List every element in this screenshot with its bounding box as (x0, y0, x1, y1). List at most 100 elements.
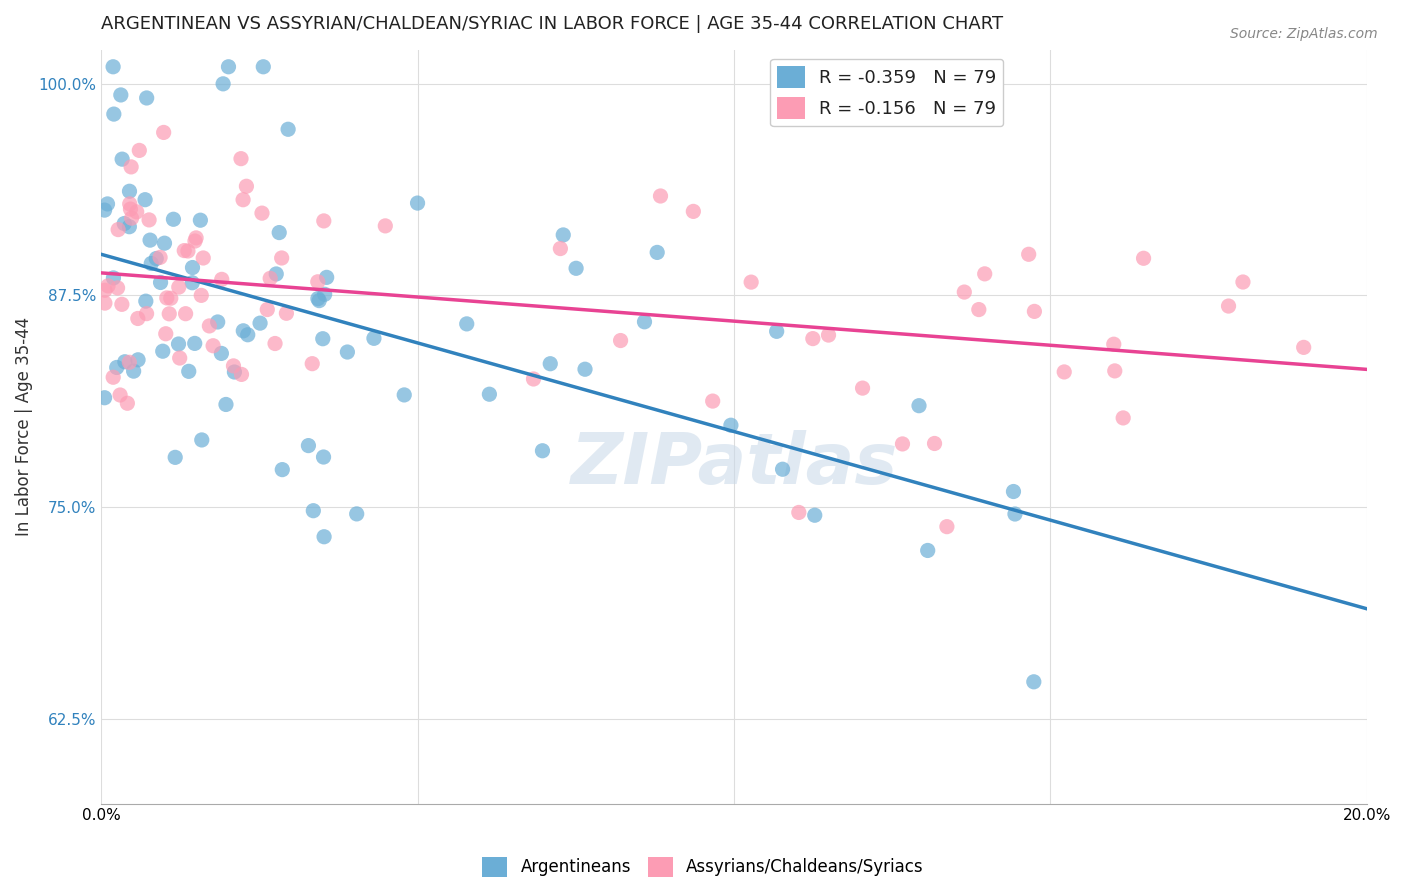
Assyrians/Chaldeans/Syriacs (155, 326, 177, 341)
Assyrians/Chaldeans/Syriacs (1104, 364, 1126, 378)
Argentineans (297, 439, 319, 453)
Argentineans (271, 462, 294, 476)
Text: ARGENTINEAN VS ASSYRIAN/CHALDEAN/SYRIAC IN LABOR FORCE | AGE 35-44 CORRELATION C: ARGENTINEAN VS ASSYRIAN/CHALDEAN/SYRIAC … (101, 15, 1004, 33)
Argentineans (277, 122, 299, 136)
Assyrians/Chaldeans/Syriacs (650, 189, 672, 203)
Argentineans (531, 443, 554, 458)
Assyrians/Chaldeans/Syriacs (117, 396, 139, 410)
Argentineans (314, 287, 336, 301)
Assyrians/Chaldeans/Syriacs (374, 219, 396, 233)
Assyrians/Chaldeans/Syriacs (1102, 337, 1125, 351)
Argentineans (111, 152, 134, 166)
Assyrians/Chaldeans/Syriacs (120, 202, 142, 216)
Argentineans (720, 418, 742, 433)
Assyrians/Chaldeans/Syriacs (211, 272, 233, 286)
Argentineans (190, 213, 212, 227)
Assyrians/Chaldeans/Syriacs (851, 381, 873, 395)
Assyrians/Chaldeans/Syriacs (1024, 304, 1046, 318)
Assyrians/Chaldeans/Syriacs (94, 283, 117, 297)
Argentineans (177, 364, 200, 378)
Assyrians/Chaldeans/Syriacs (973, 267, 995, 281)
Argentineans (308, 293, 330, 308)
Argentineans (218, 60, 240, 74)
Assyrians/Chaldeans/Syriacs (967, 302, 990, 317)
Argentineans (122, 364, 145, 378)
Assyrians/Chaldeans/Syriacs (128, 144, 150, 158)
Argentineans (633, 315, 655, 329)
Assyrians/Chaldeans/Syriacs (202, 339, 225, 353)
Assyrians/Chaldeans/Syriacs (149, 251, 172, 265)
Assyrians/Chaldeans/Syriacs (107, 281, 129, 295)
Assyrians/Chaldeans/Syriacs (891, 437, 914, 451)
Argentineans (232, 324, 254, 338)
Argentineans (96, 197, 118, 211)
Argentineans (183, 336, 205, 351)
Assyrians/Chaldeans/Syriacs (801, 332, 824, 346)
Argentineans (1022, 674, 1045, 689)
Assyrians/Chaldeans/Syriacs (682, 204, 704, 219)
Assyrians/Chaldeans/Syriacs (740, 275, 762, 289)
Argentineans (1004, 507, 1026, 521)
Assyrians/Chaldeans/Syriacs (817, 328, 839, 343)
Assyrians/Chaldeans/Syriacs (103, 370, 125, 384)
Assyrians/Chaldeans/Syriacs (152, 125, 174, 139)
Argentineans (346, 507, 368, 521)
Argentineans (456, 317, 478, 331)
Assyrians/Chaldeans/Syriacs (1132, 252, 1154, 266)
Argentineans (252, 60, 274, 74)
Assyrians/Chaldeans/Syriacs (307, 275, 329, 289)
Argentineans (772, 462, 794, 476)
Argentineans (209, 346, 232, 360)
Assyrians/Chaldeans/Syriacs (312, 214, 335, 228)
Argentineans (553, 227, 575, 242)
Assyrians/Chaldeans/Syriacs (107, 222, 129, 236)
Argentineans (363, 331, 385, 345)
Argentineans (312, 450, 335, 464)
Assyrians/Chaldeans/Syriacs (522, 372, 544, 386)
Argentineans (908, 399, 931, 413)
Assyrians/Chaldeans/Syriacs (259, 271, 281, 285)
Assyrians/Chaldeans/Syriacs (1292, 340, 1315, 354)
Text: ZIPatlas: ZIPatlas (571, 430, 898, 499)
Argentineans (105, 360, 128, 375)
Argentineans (110, 87, 132, 102)
Assyrians/Chaldeans/Syriacs (94, 296, 117, 310)
Argentineans (236, 327, 259, 342)
Assyrians/Chaldeans/Syriacs (111, 297, 134, 311)
Y-axis label: In Labor Force | Age 35-44: In Labor Force | Age 35-44 (15, 318, 32, 536)
Argentineans (114, 355, 136, 369)
Argentineans (394, 388, 416, 402)
Argentineans (645, 245, 668, 260)
Argentineans (153, 236, 176, 251)
Assyrians/Chaldeans/Syriacs (174, 307, 197, 321)
Assyrians/Chaldeans/Syriacs (235, 179, 257, 194)
Argentineans (269, 226, 291, 240)
Assyrians/Chaldeans/Syriacs (173, 244, 195, 258)
Assyrians/Chaldeans/Syriacs (159, 291, 181, 305)
Argentineans (167, 337, 190, 351)
Argentineans (139, 233, 162, 247)
Argentineans (406, 196, 429, 211)
Legend: R = -0.359   N = 79, R = -0.156   N = 79: R = -0.359 N = 79, R = -0.156 N = 79 (770, 59, 1004, 127)
Argentineans (162, 212, 184, 227)
Assyrians/Chaldeans/Syriacs (118, 355, 141, 369)
Argentineans (145, 252, 167, 266)
Argentineans (215, 397, 238, 411)
Assyrians/Chaldeans/Syriacs (222, 359, 245, 373)
Assyrians/Chaldeans/Syriacs (609, 334, 631, 348)
Argentineans (264, 267, 287, 281)
Argentineans (103, 107, 125, 121)
Assyrians/Chaldeans/Syriacs (97, 278, 120, 293)
Assyrians/Chaldeans/Syriacs (256, 302, 278, 317)
Assyrians/Chaldeans/Syriacs (1018, 247, 1040, 261)
Assyrians/Chaldeans/Syriacs (108, 388, 131, 402)
Assyrians/Chaldeans/Syriacs (193, 251, 215, 265)
Argentineans (181, 276, 204, 290)
Argentineans (127, 352, 149, 367)
Argentineans (803, 508, 825, 523)
Assyrians/Chaldeans/Syriacs (177, 244, 200, 258)
Argentineans (249, 316, 271, 330)
Argentineans (312, 332, 335, 346)
Argentineans (478, 387, 501, 401)
Assyrians/Chaldeans/Syriacs (787, 505, 810, 519)
